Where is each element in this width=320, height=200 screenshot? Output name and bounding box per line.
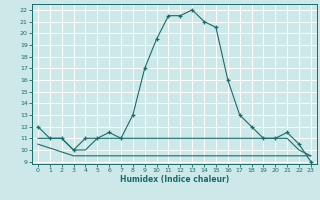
X-axis label: Humidex (Indice chaleur): Humidex (Indice chaleur): [120, 175, 229, 184]
